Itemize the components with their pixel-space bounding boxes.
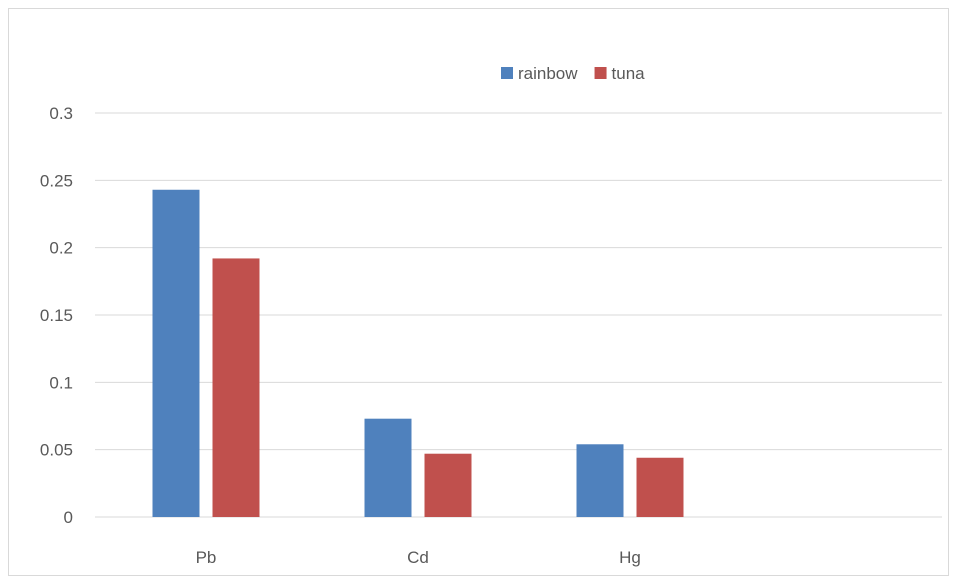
- legend-swatch-tuna: [594, 67, 607, 79]
- y-tick-label: 0.25: [40, 171, 73, 190]
- bars: [152, 189, 684, 517]
- legend-label-tuna: tuna: [612, 64, 646, 83]
- bar-rainbow-Cd: [364, 418, 412, 517]
- x-tick-label: Pb: [196, 548, 217, 567]
- bar-rainbow-Hg: [576, 444, 624, 517]
- y-tick-label: 0.2: [49, 239, 73, 258]
- x-tick-label: Cd: [407, 548, 429, 567]
- y-tick-label: 0.1: [49, 373, 73, 392]
- y-tick-label: 0.3: [49, 104, 73, 123]
- bar-tuna-Pb: [212, 258, 260, 517]
- legend: rainbow tuna: [501, 64, 645, 83]
- y-axis-tick-labels: 0 0.05 0.1 0.15 0.2 0.25 0.3: [40, 104, 73, 527]
- x-tick-label: Hg: [619, 548, 641, 567]
- x-axis-tick-labels: Pb Cd Hg: [196, 548, 641, 567]
- bar-tuna-Cd: [424, 453, 472, 517]
- bar-rainbow-Pb: [152, 189, 200, 517]
- legend-swatch-rainbow: [501, 67, 513, 79]
- legend-label-rainbow: rainbow: [518, 64, 578, 83]
- y-tick-label: 0: [64, 508, 73, 527]
- y-tick-label: 0.15: [40, 306, 73, 325]
- bar-tuna-Hg: [636, 457, 684, 517]
- y-tick-label: 0.05: [40, 441, 73, 460]
